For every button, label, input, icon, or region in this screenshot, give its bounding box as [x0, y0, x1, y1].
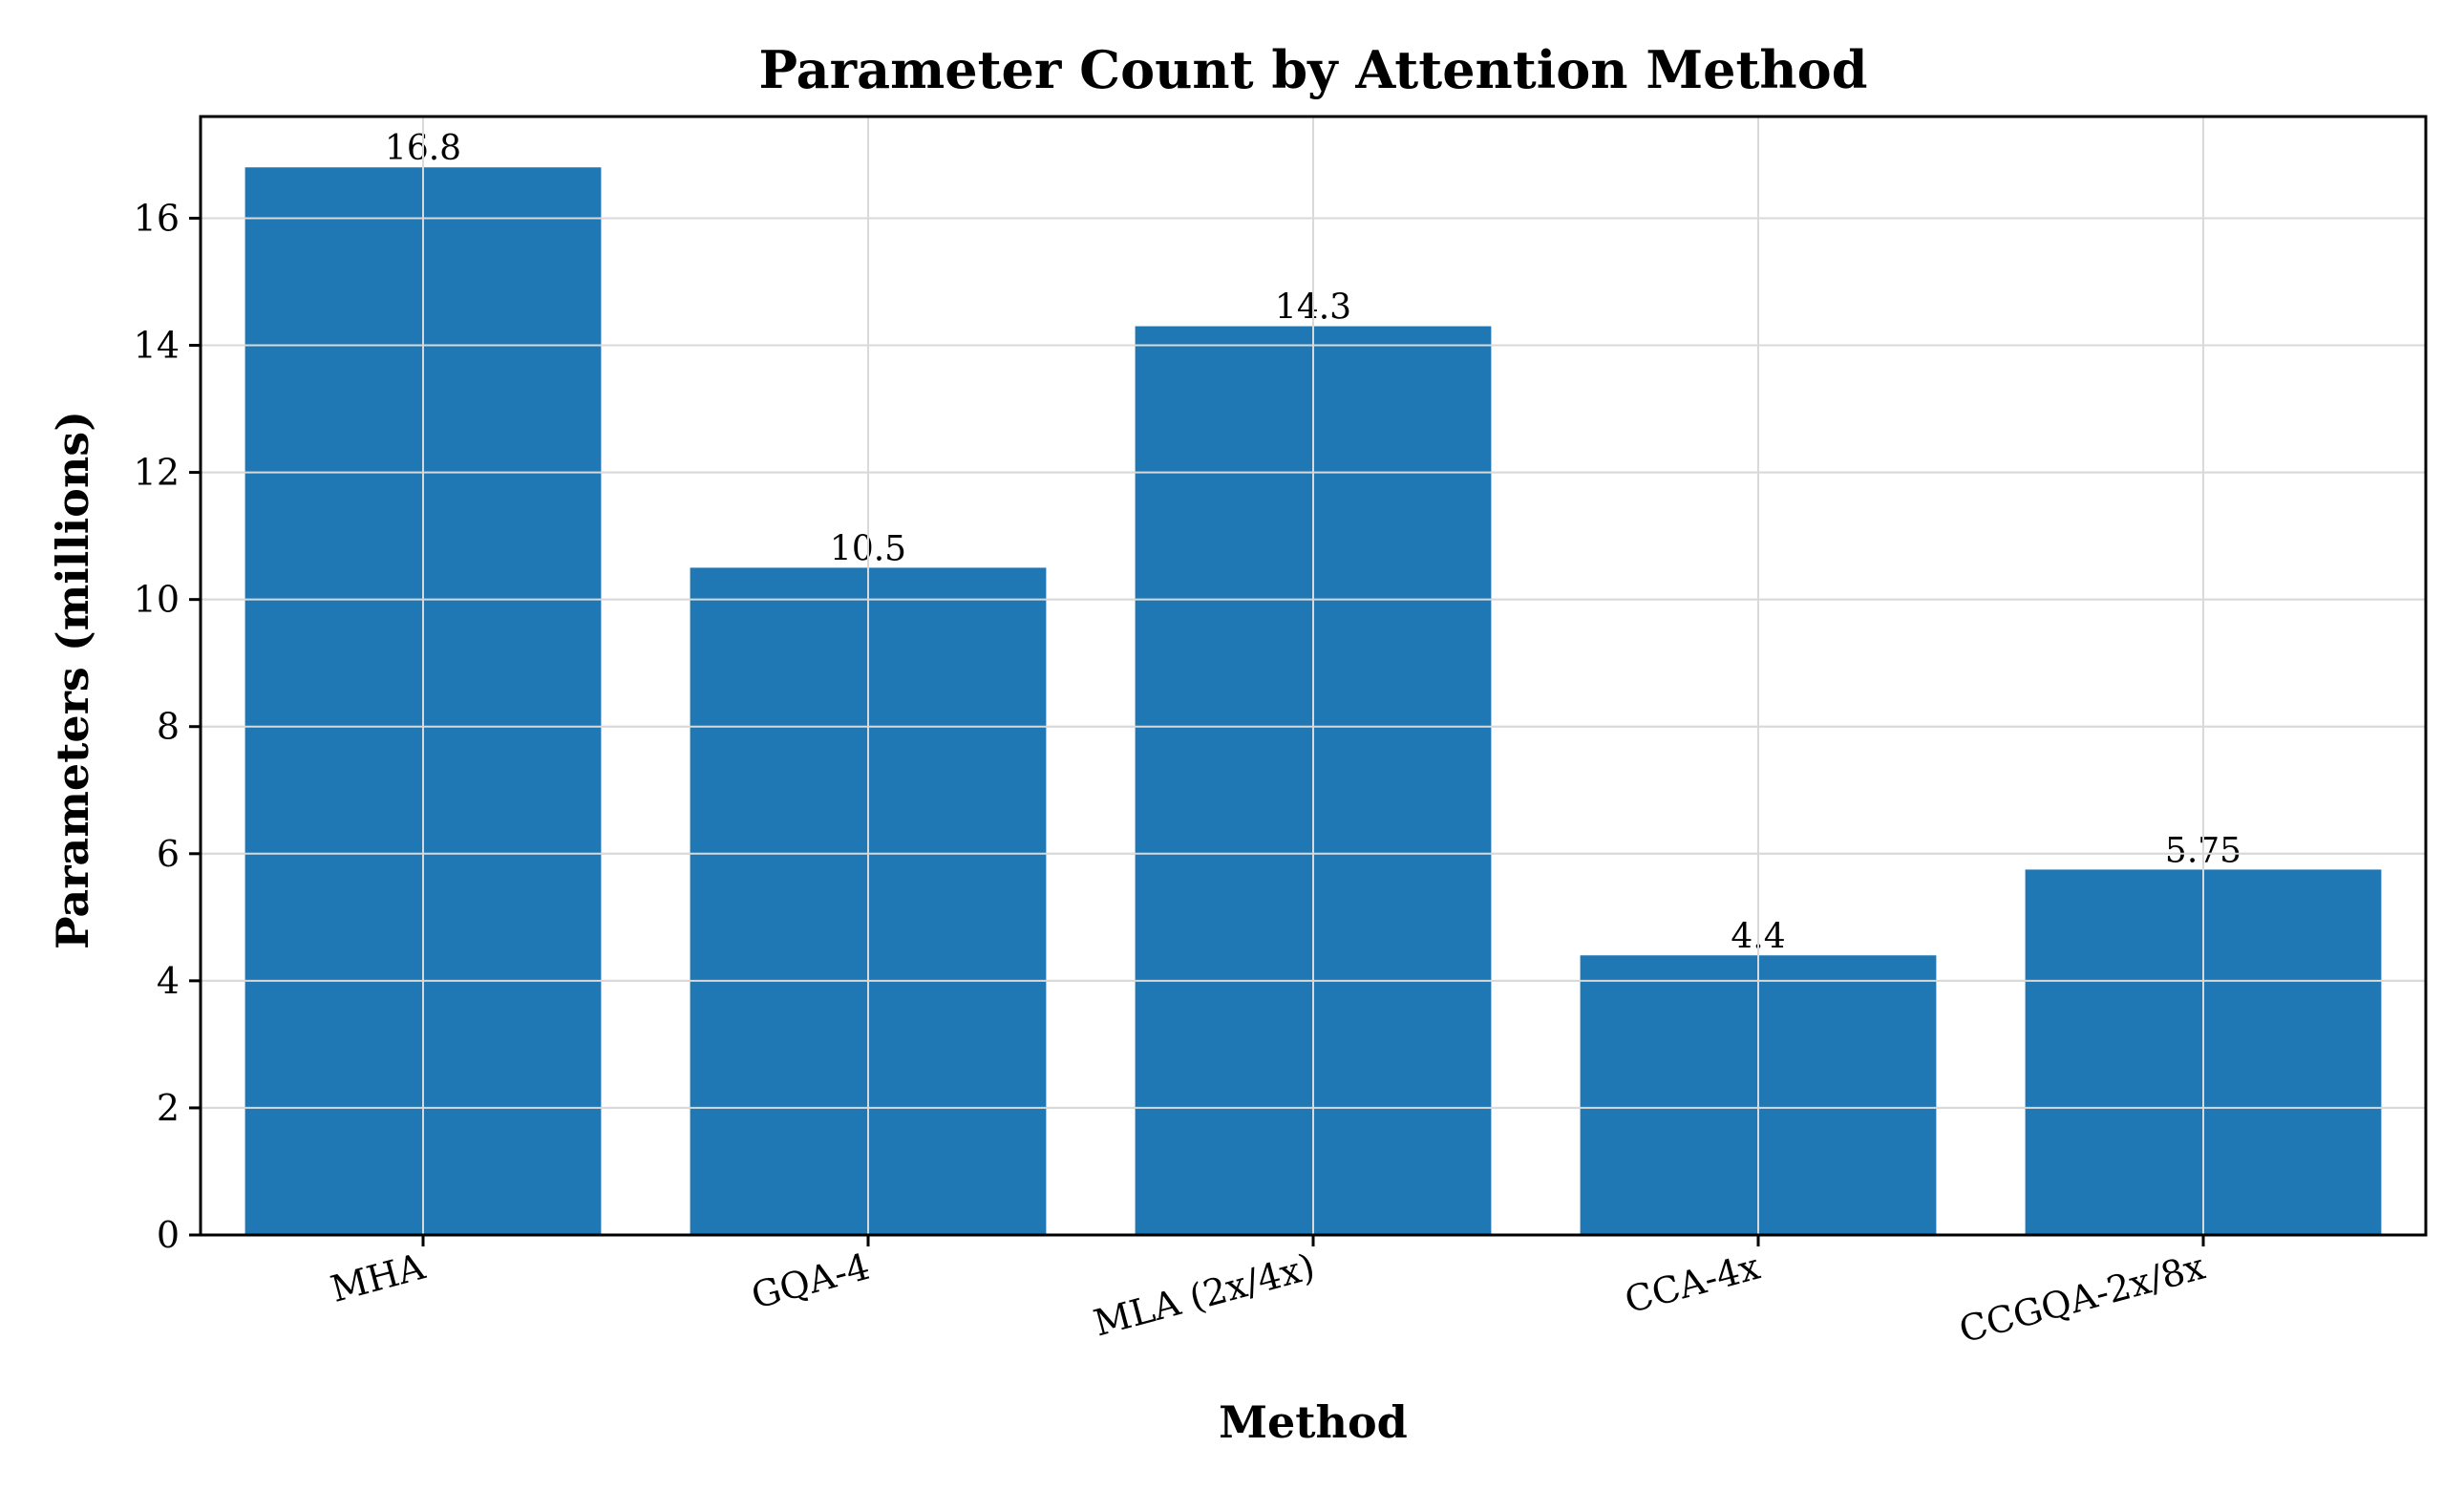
x-tick-label: MHA — [327, 1245, 430, 1310]
y-tick-label: 14 — [134, 325, 180, 367]
y-axis-ticks: 0 2 4 6 8 10 12 14 16 — [134, 197, 201, 1256]
x-axis-ticks: MHA GQA-4 MLA (2x/4x) CCA-4x CCGQA-2x/8x — [327, 1235, 2209, 1352]
x-axis-label: Method — [1219, 1396, 1408, 1448]
x-tick-label: GQA-4 — [747, 1245, 874, 1317]
chart-title: Parameter Count by Attention Method — [759, 39, 1868, 100]
y-tick-label: 16 — [134, 197, 180, 239]
y-tick-label: 2 — [157, 1087, 180, 1129]
x-tick-label: MLA (2x/4x) — [1090, 1245, 1320, 1345]
x-tick-label: CCGQA-2x/8x — [1955, 1245, 2209, 1352]
y-tick-label: 0 — [157, 1214, 180, 1256]
y-tick-label: 8 — [157, 706, 180, 748]
y-tick-label: 10 — [134, 579, 180, 621]
y-axis-label: Parameters (millions) — [47, 411, 98, 949]
y-tick-label: 4 — [157, 960, 180, 1002]
x-tick-label: CCA-4x — [1621, 1245, 1765, 1322]
y-tick-label: 12 — [134, 452, 180, 494]
y-tick-label: 6 — [157, 833, 180, 875]
